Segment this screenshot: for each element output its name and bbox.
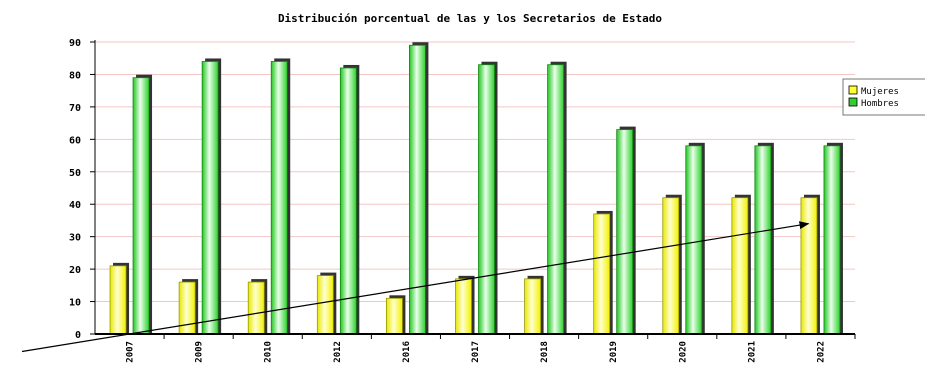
bar-mujeres-2022: [800, 197, 818, 335]
legend-label-hombres: Hombres: [861, 99, 899, 109]
y-tick-label: 60: [69, 135, 81, 146]
x-tick-label: 2021: [747, 341, 757, 363]
bar-mujeres-2018: [524, 278, 541, 335]
x-tick-label: 2019: [609, 341, 619, 363]
bars: [109, 42, 843, 335]
x-tick-label: 2012: [333, 341, 343, 363]
bar-mujeres-2010: [247, 281, 265, 335]
bar-hombres-2020: [685, 145, 703, 335]
legend: Mujeres Hombres: [842, 78, 925, 116]
y-tick-label: 70: [69, 103, 81, 114]
x-tick-label: 2010: [264, 341, 274, 363]
bar-mujeres-2012: [316, 275, 334, 335]
bar-mujeres-2021: [731, 197, 749, 335]
y-tick-label: 90: [69, 38, 81, 49]
y-axis: 0 10 20 30 40 50 60 70 80 90: [69, 38, 96, 341]
chart-title: Distribución porcentual de las y los Sec…: [278, 12, 662, 25]
trend-arrow: [21, 221, 810, 353]
y-tick-label: 20: [69, 265, 81, 276]
bar-hombres-2016: [409, 44, 426, 335]
y-tick-label: 40: [69, 200, 81, 211]
bar-hombres-2012: [339, 67, 357, 335]
x-tick-label: 2020: [678, 341, 688, 363]
bar-mujeres-2016: [386, 297, 403, 335]
x-tick-label: 2017: [471, 341, 481, 363]
x-tick-label: 2022: [816, 341, 826, 363]
legend-box: [842, 78, 925, 116]
y-tick-label: 30: [69, 233, 81, 244]
bar-mujeres-2020: [662, 197, 680, 335]
bar-hombres-2019: [616, 129, 634, 335]
x-tick-label: 2009: [195, 341, 205, 363]
bar-hombres-2021: [754, 145, 772, 335]
y-tick-label: 50: [69, 168, 81, 179]
y-tick-label: 80: [69, 70, 81, 81]
bar-hombres-2017: [478, 64, 495, 335]
bar-hombres-2009: [201, 61, 219, 335]
x-tick-label: 2018: [540, 341, 550, 363]
bar-mujeres-2019: [593, 213, 611, 335]
legend-swatch-hombres: [848, 97, 858, 107]
x-tick-label: 2007: [126, 341, 136, 363]
x-tick-label: 2016: [402, 341, 412, 363]
legend-swatch-mujeres: [848, 85, 858, 95]
y-tick-label: 10: [69, 298, 81, 309]
x-axis: 2007 2009 2010 2012 2016 2017 2018 2019 2020 2021…: [95, 333, 856, 363]
bar-hombres-2018: [547, 64, 564, 335]
bar-mujeres-2009: [178, 281, 196, 335]
bar-mujeres-2007: [109, 265, 127, 335]
bar-hombres-2022: [823, 145, 841, 335]
bar-mujeres-2017: [455, 278, 472, 335]
y-tick-label: 0: [75, 330, 81, 341]
legend-label-mujeres: Mujeres: [861, 87, 899, 97]
annotation-arrow: [21, 221, 810, 353]
gridlines: [95, 41, 855, 303]
bar-hombres-2010: [270, 61, 288, 335]
bar-hombres-2007: [132, 77, 150, 335]
